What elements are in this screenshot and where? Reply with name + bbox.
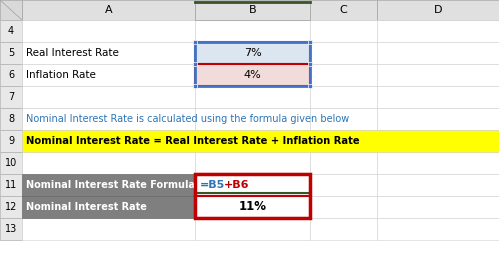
Bar (22, 0, 195, 20)
Bar (377, 0, 499, 20)
Bar (0, 0, 22, 20)
Text: 6: 6 (8, 70, 14, 80)
Bar (0, 64, 22, 86)
Bar (22, 108, 195, 130)
Bar (0, 196, 22, 218)
Text: 7%: 7% (244, 48, 261, 58)
Text: Inflation Rate: Inflation Rate (26, 70, 96, 80)
Bar (310, 42, 377, 64)
Bar (22, 86, 195, 108)
Bar (377, 86, 499, 108)
Bar (195, 174, 310, 218)
Bar (310, 20, 377, 42)
Bar (22, 64, 195, 86)
Text: B: B (249, 5, 256, 15)
Bar (195, 64, 310, 86)
Bar (195, 130, 310, 152)
Bar (310, 152, 377, 174)
Text: 8: 8 (8, 114, 14, 124)
Bar (22, 174, 195, 196)
Bar (308, 40, 312, 44)
Bar (377, 42, 499, 64)
Text: 4%: 4% (244, 70, 261, 80)
Bar (195, 42, 310, 64)
Bar (195, 0, 310, 20)
Bar (310, 0, 377, 20)
Bar (195, 42, 310, 64)
Text: =B5: =B5 (200, 180, 225, 190)
Bar (22, 174, 195, 196)
Bar (310, 86, 377, 108)
Bar (0, 42, 22, 64)
Bar (377, 108, 499, 130)
Bar (195, 42, 310, 86)
Text: Nominal Interest Rate is calculated using the formula given below: Nominal Interest Rate is calculated usin… (26, 114, 349, 124)
Bar (195, 196, 310, 218)
Text: 11: 11 (5, 180, 17, 190)
Text: 11%: 11% (239, 200, 266, 214)
Bar (377, 218, 499, 240)
Bar (377, 64, 499, 86)
Bar (377, 152, 499, 174)
Text: Nominal Interest Rate Formula: Nominal Interest Rate Formula (26, 180, 195, 190)
Text: 7: 7 (8, 92, 14, 102)
Text: 13: 13 (5, 224, 17, 234)
Text: 5: 5 (8, 48, 14, 58)
Bar (195, 196, 310, 218)
Bar (0, 20, 22, 42)
Bar (377, 130, 499, 152)
Bar (22, 20, 195, 42)
Text: 4: 4 (8, 26, 14, 36)
Bar (310, 108, 377, 130)
Text: 9: 9 (8, 136, 14, 146)
Bar (22, 130, 195, 152)
Bar (310, 196, 377, 218)
Bar (195, 152, 310, 174)
Text: Real Interest Rate: Real Interest Rate (26, 48, 119, 58)
Bar (22, 130, 499, 152)
Bar (22, 42, 195, 64)
Bar (310, 130, 377, 152)
Bar (193, 40, 197, 44)
Bar (193, 84, 197, 88)
Text: 10: 10 (5, 158, 17, 168)
Bar (377, 174, 499, 196)
Bar (22, 196, 195, 218)
Bar (0, 174, 22, 196)
Text: C: C (340, 5, 347, 15)
Bar (195, 86, 310, 108)
Bar (377, 20, 499, 42)
Bar (310, 64, 377, 86)
Bar (308, 84, 312, 88)
Bar (0, 218, 22, 240)
Text: Nominal Interest Rate = Real Interest Rate + Inflation Rate: Nominal Interest Rate = Real Interest Ra… (26, 136, 360, 146)
Bar (310, 218, 377, 240)
Bar (22, 152, 195, 174)
Text: A: A (105, 5, 112, 15)
Text: Nominal Interest Rate: Nominal Interest Rate (26, 202, 147, 212)
Bar (22, 218, 195, 240)
Bar (310, 174, 377, 196)
Bar (193, 62, 197, 66)
Bar (195, 174, 310, 196)
Text: 12: 12 (5, 202, 17, 212)
Bar (0, 130, 22, 152)
Bar (195, 64, 310, 86)
Bar (195, 108, 310, 130)
Bar (195, 174, 310, 196)
Bar (377, 196, 499, 218)
Bar (195, 218, 310, 240)
Bar (195, 20, 310, 42)
Bar (308, 62, 312, 66)
Bar (0, 108, 22, 130)
Text: D: D (434, 5, 442, 15)
Bar (0, 86, 22, 108)
Bar (0, 152, 22, 174)
Text: +B6: +B6 (224, 180, 250, 190)
Bar (22, 196, 195, 218)
